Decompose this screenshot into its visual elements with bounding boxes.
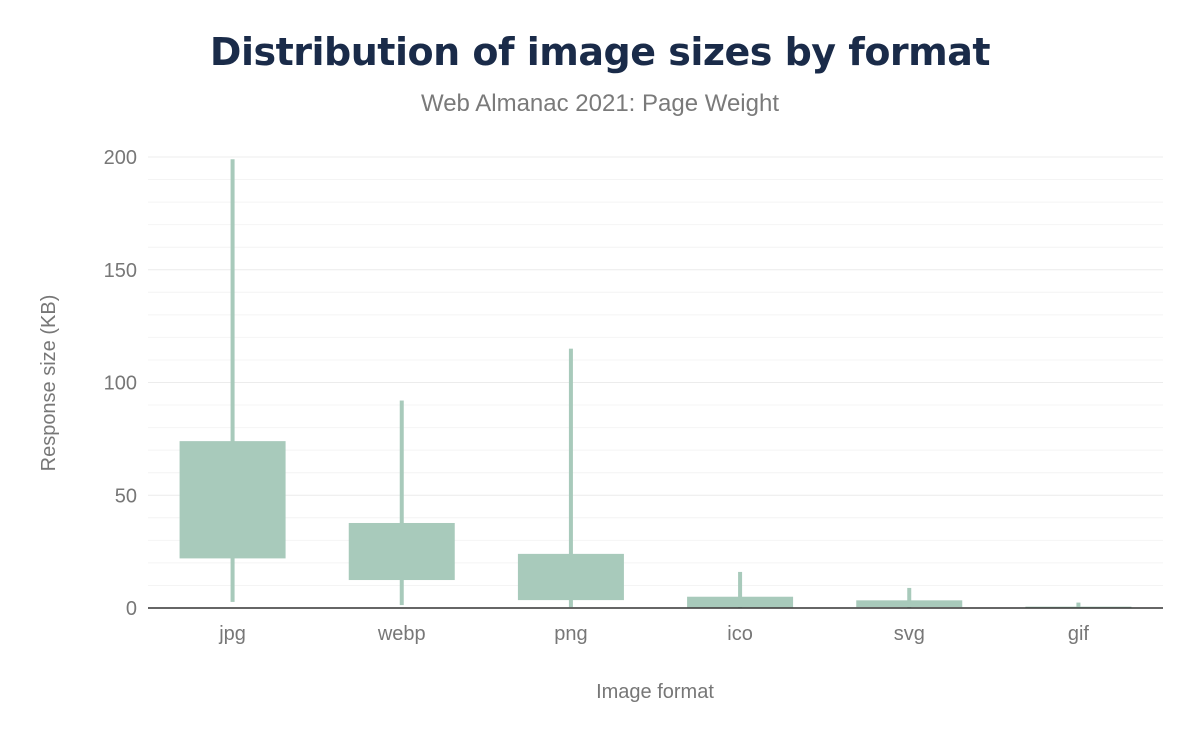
x-tick-label: gif	[1068, 623, 1090, 645]
whisker-webp	[399, 400, 404, 606]
whisker-gif	[1076, 602, 1081, 608]
x-tick-label: png	[554, 623, 587, 645]
whisker-jpg	[230, 159, 235, 602]
x-tick-label: ico	[727, 623, 753, 645]
chart-title: Distribution of image sizes by format	[209, 30, 991, 74]
whisker-ico	[738, 571, 743, 608]
y-tick-label: 50	[115, 485, 137, 507]
x-tick-label: svg	[894, 623, 925, 645]
x-tick-label: webp	[377, 623, 426, 645]
y-tick-label: 150	[104, 260, 137, 282]
y-tick-label: 100	[104, 373, 137, 395]
y-tick-label: 0	[126, 598, 137, 620]
box-png	[517, 553, 624, 601]
box-jpg	[179, 441, 286, 559]
box-webp	[348, 522, 455, 581]
y-tick-label: 200	[104, 147, 137, 169]
box-svg	[856, 600, 963, 608]
x-axis-label: Image format	[596, 681, 714, 703]
whisker-svg	[907, 587, 912, 608]
x-tick-label: jpg	[218, 623, 246, 645]
chart-subtitle: Web Almanac 2021: Page Weight	[420, 90, 779, 117]
box-ico	[687, 596, 794, 608]
y-axis-label: Response size (KB)	[38, 295, 60, 472]
whisker-png	[568, 348, 573, 608]
